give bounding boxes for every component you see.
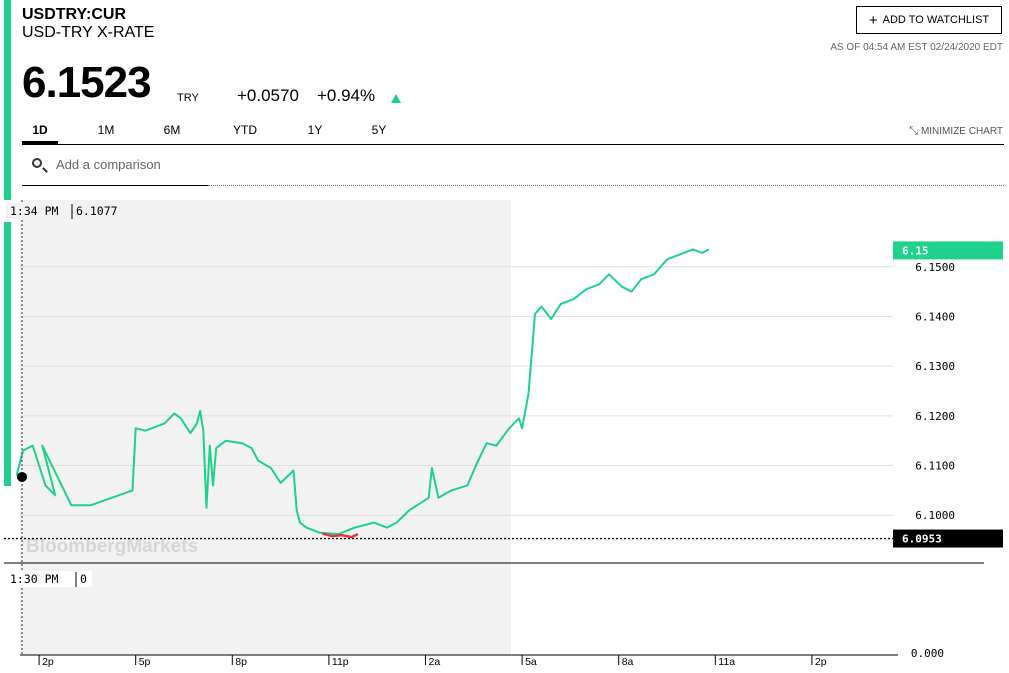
accent-bar xyxy=(4,0,11,200)
low-value-label: 6.0953 xyxy=(902,533,942,546)
currency-label: TRY xyxy=(177,92,199,104)
low-label-box xyxy=(893,529,1003,548)
tab-5y[interactable]: 5Y xyxy=(371,123,387,137)
x-tick-label: 5a xyxy=(525,656,537,668)
tab-1m[interactable]: 1M xyxy=(97,123,115,137)
tab-1y[interactable]: 1Y xyxy=(307,123,323,137)
x-tick-label: 2p xyxy=(815,656,827,668)
current-value-label: 6.15 xyxy=(902,244,929,257)
change-percent: +0.94% xyxy=(317,86,376,105)
add-to-watchlist-label: ADD TO WATCHLIST xyxy=(882,14,990,26)
crosshair-label-box xyxy=(6,203,133,219)
tab-ytd[interactable]: YTD xyxy=(233,123,257,137)
volume-axis-label: 0.000 xyxy=(911,647,944,660)
watermark: BloombergMarkets xyxy=(26,536,198,557)
tab-1d[interactable]: 1D xyxy=(22,122,58,144)
tabs-divider xyxy=(22,144,1004,145)
accent-bar-lower xyxy=(4,222,11,486)
x-tick-label: 11a xyxy=(718,656,735,668)
x-tick-label: 2a xyxy=(429,656,441,668)
x-tick-label: 2p xyxy=(42,656,54,668)
price-series-line xyxy=(15,248,710,536)
search-icon xyxy=(32,158,42,168)
comparison-search-input[interactable] xyxy=(54,156,208,173)
as-of-timestamp: AS OF 04:54 AM EST 02/24/2020 EDT xyxy=(830,42,1003,53)
elapsed-region xyxy=(20,200,511,655)
price-value: 6.1523 xyxy=(22,58,152,107)
x-tick-label: 8p xyxy=(235,656,247,668)
crosshair-marker xyxy=(17,471,27,482)
minimize-chart-button[interactable]: ⤡ MINIMIZE CHART xyxy=(909,125,1003,138)
range-tabs: 1D 1M 6M YTD 1Y 5Y xyxy=(22,122,829,144)
x-tick-label: 5p xyxy=(139,656,151,668)
comparison-search xyxy=(22,152,208,186)
y-tick-label: 6.1400 xyxy=(915,310,955,323)
add-to-watchlist-button[interactable]: + ADD TO WATCHLIST xyxy=(856,6,1002,34)
current-label-box xyxy=(893,241,1003,260)
collapse-arrows-icon: ⤡ xyxy=(909,125,918,137)
search-divider xyxy=(208,185,1004,186)
minimize-chart-label: MINIMIZE CHART xyxy=(920,126,1003,137)
y-tick-label: 6.1300 xyxy=(915,360,955,373)
x-tick-label: 11p xyxy=(332,656,349,668)
volume-label-box xyxy=(6,571,92,587)
crosshair-value-label: 6.1077 xyxy=(76,204,118,218)
y-tick-label: 6.1100 xyxy=(915,460,955,473)
plus-icon: + xyxy=(868,11,878,29)
low-segment-line xyxy=(322,532,359,539)
y-tick-label: 6.1000 xyxy=(915,509,955,522)
volume-time-label: 1:30 PM xyxy=(10,572,59,586)
instrument-name: USD-TRY X-RATE xyxy=(22,24,155,41)
y-tick-label: 6.1500 xyxy=(915,261,955,274)
volume-value-label: 0 xyxy=(80,572,87,586)
tab-6m[interactable]: 6M xyxy=(163,123,181,137)
ticker-symbol: USDTRY:CUR xyxy=(22,6,126,23)
x-tick-label: 8a xyxy=(622,656,634,668)
crosshair-time-label: 1:34 PM xyxy=(10,204,59,218)
up-triangle-icon xyxy=(391,94,401,103)
change-value: +0.0570 xyxy=(237,86,299,105)
y-tick-label: 6.1200 xyxy=(915,410,955,423)
